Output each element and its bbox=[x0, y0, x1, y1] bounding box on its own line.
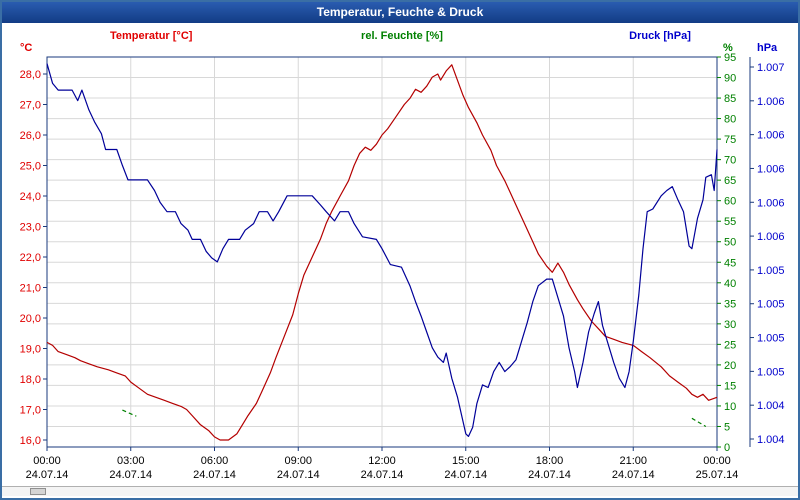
horizontal-scrollbar[interactable] bbox=[2, 486, 798, 496]
temp-axis-tick-label: 23,0 bbox=[20, 222, 41, 234]
humidity-axis-tick-label: 60 bbox=[724, 196, 736, 208]
pressure-unit-label: hPa bbox=[757, 42, 778, 54]
humidity-axis-tick-label: 10 bbox=[724, 401, 736, 413]
time-tick-label: 03:00 bbox=[117, 455, 145, 467]
pressure-axis-tick-label: 1.006 bbox=[757, 163, 785, 175]
time-tick-label: 18:00 bbox=[536, 455, 564, 467]
humidity-axis-tick-label: 20 bbox=[724, 360, 736, 372]
pressure-axis-tick-label: 1.006 bbox=[757, 231, 785, 243]
humidity-unit-label: % bbox=[723, 42, 733, 54]
pressure-axis-tick-label: 1.006 bbox=[757, 96, 785, 108]
temp-axis-tick-label: 25,0 bbox=[20, 161, 41, 173]
pressure-axis-tick-label: 1.007 bbox=[757, 62, 785, 74]
date-tick-label: 24.07.14 bbox=[444, 469, 487, 481]
humidity-axis-tick-label: 50 bbox=[724, 237, 736, 249]
pressure-axis-tick-label: 1.005 bbox=[757, 366, 785, 378]
time-tick-label: 00:00 bbox=[703, 455, 731, 467]
gridlines bbox=[47, 57, 717, 447]
window-title: Temperatur, Feuchte & Druck bbox=[316, 5, 484, 19]
temp-axis-tick-label: 18,0 bbox=[20, 374, 41, 386]
time-tick-label: 12:00 bbox=[368, 455, 396, 467]
temp-axis-tick-label: 26,0 bbox=[20, 130, 41, 142]
temperature-axis-title: Temperatur [°C] bbox=[110, 30, 193, 42]
humidity-curve-segment bbox=[691, 417, 707, 428]
date-tick-label: 24.07.14 bbox=[26, 469, 69, 481]
time-axis: 00:00 24.07.14 03:00 24.07.14 06:00 24.07.14 0… bbox=[26, 447, 739, 481]
pressure-curve bbox=[46, 63, 718, 437]
humidity-axis-tick-label: 75 bbox=[724, 134, 736, 146]
date-tick-label: 24.07.14 bbox=[528, 469, 571, 481]
date-tick-label: 24.07.14 bbox=[109, 469, 152, 481]
time-tick-label: 00:00 bbox=[33, 455, 61, 467]
pressure-axis-tick-label: 1.005 bbox=[757, 299, 785, 311]
temp-axis-tick-label: 19,0 bbox=[20, 344, 41, 356]
time-tick-label: 21:00 bbox=[619, 455, 647, 467]
temp-axis-tick-label: 22,0 bbox=[20, 252, 41, 264]
temp-axis-tick-label: 16,0 bbox=[20, 435, 41, 447]
temp-axis-tick-label: 17,0 bbox=[20, 405, 41, 417]
humidity-axis-title: rel. Feuchte [%] bbox=[361, 30, 443, 42]
humidity-axis-tick-label: 15 bbox=[724, 380, 736, 392]
pressure-axis-tick-label: 1.005 bbox=[757, 333, 785, 345]
humidity-curve-segment bbox=[122, 409, 137, 417]
date-tick-label: 24.07.14 bbox=[612, 469, 655, 481]
time-tick-label: 09:00 bbox=[284, 455, 312, 467]
date-tick-label: 25.07.14 bbox=[696, 469, 739, 481]
temperature-axis-ticks: 28,0 27,0 26,0 25,0 24,0 23,0 22,0 21,0 20,0 19,0… bbox=[20, 69, 47, 447]
pressure-axis-tick-label: 1.004 bbox=[757, 434, 785, 446]
window-titlebar: Temperatur, Feuchte & Druck bbox=[2, 2, 798, 23]
pressure-axis-tick-label: 1.005 bbox=[757, 265, 785, 277]
temp-axis-tick-label: 20,0 bbox=[20, 313, 41, 325]
humidity-axis-tick-label: 25 bbox=[724, 339, 736, 351]
temp-axis-tick-label: 28,0 bbox=[20, 69, 41, 81]
humidity-axis-tick-label: 45 bbox=[724, 257, 736, 269]
pressure-axis-tick-label: 1.006 bbox=[757, 130, 785, 142]
humidity-axis-tick-label: 90 bbox=[724, 73, 736, 85]
humidity-axis-tick-label: 55 bbox=[724, 216, 736, 228]
humidity-axis-tick-label: 0 bbox=[724, 442, 730, 454]
temperature-unit-label: °C bbox=[20, 42, 33, 54]
humidity-axis-tick-label: 40 bbox=[724, 278, 736, 290]
date-tick-label: 24.07.14 bbox=[277, 469, 320, 481]
temp-axis-tick-label: 24,0 bbox=[20, 191, 41, 203]
date-tick-label: 24.07.14 bbox=[193, 469, 236, 481]
time-tick-label: 15:00 bbox=[452, 455, 480, 467]
humidity-axis-tick-label: 85 bbox=[724, 93, 736, 105]
humidity-axis-tick-label: 30 bbox=[724, 319, 736, 331]
pressure-axis-tick-label: 1.006 bbox=[757, 197, 785, 209]
humidity-axis-tick-label: 65 bbox=[724, 175, 736, 187]
temp-axis-tick-label: 27,0 bbox=[20, 100, 41, 112]
humidity-axis-tick-label: 80 bbox=[724, 114, 736, 126]
temp-axis-tick-label: 21,0 bbox=[20, 283, 41, 295]
date-tick-label: 24.07.14 bbox=[361, 469, 404, 481]
pressure-axis-title: Druck [hPa] bbox=[629, 30, 691, 42]
humidity-axis-tick-label: 5 bbox=[724, 421, 730, 433]
humidity-axis-tick-label: 35 bbox=[724, 298, 736, 310]
pressure-axis-tick-label: 1.004 bbox=[757, 400, 785, 412]
scrollbar-thumb[interactable] bbox=[30, 488, 46, 495]
humidity-axis-tick-label: 70 bbox=[724, 155, 736, 167]
time-tick-label: 06:00 bbox=[201, 455, 229, 467]
pressure-axis: 1.007 1.006 1.006 1.006 1.006 1.006 1.005 1.005… bbox=[749, 57, 785, 447]
humidity-axis-tick-label: 95 bbox=[724, 52, 736, 64]
chart-plot: 28,0 27,0 26,0 25,0 24,0 23,0 22,0 21,0 20,0 19,0… bbox=[20, 52, 785, 481]
